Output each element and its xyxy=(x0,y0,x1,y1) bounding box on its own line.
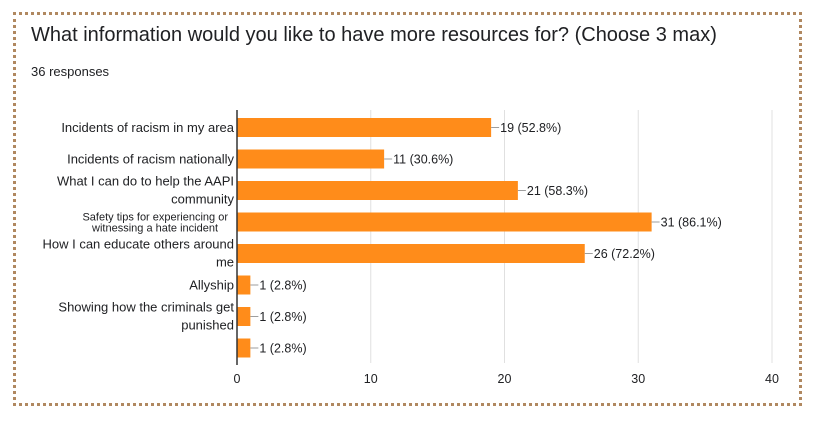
category-label: Showing how the criminals get xyxy=(58,300,234,315)
category-label: Safety tips for experiencing or xyxy=(82,212,228,224)
data-label: 1 (2.8%) xyxy=(259,310,306,324)
bar xyxy=(237,307,251,326)
data-label: 26 (72.2%) xyxy=(594,247,655,261)
x-tick-label: 30 xyxy=(631,372,645,386)
question-title: What information would you like to have … xyxy=(31,24,717,46)
x-tick-label: 10 xyxy=(364,372,378,386)
data-label: 31 (86.1%) xyxy=(661,216,722,230)
category-label: How I can educate others around xyxy=(42,237,234,252)
bar xyxy=(237,338,251,358)
category-label: me xyxy=(216,255,234,270)
category-label: Allyship xyxy=(189,278,234,293)
data-label: 11 (30.6%) xyxy=(393,153,453,167)
category-label: What I can do to help the AAPI xyxy=(57,174,234,189)
category-label: Incidents of racism in my area xyxy=(61,120,234,135)
data-label: 1 (2.8%) xyxy=(259,342,306,356)
bar xyxy=(237,244,585,263)
data-label: 1 (2.8%) xyxy=(259,279,306,293)
x-tick-label: 0 xyxy=(234,372,241,386)
data-label: 21 (58.3%) xyxy=(527,184,588,198)
bar xyxy=(237,118,492,137)
bar xyxy=(237,149,385,169)
data-label: 19 (52.8%) xyxy=(500,121,561,135)
response-count: 36 responses xyxy=(31,64,110,79)
card-border xyxy=(13,12,802,406)
category-label: punished xyxy=(181,318,234,333)
x-tick-label: 40 xyxy=(765,372,779,386)
bar xyxy=(237,181,518,200)
bar xyxy=(237,212,652,232)
category-label: Incidents of racism nationally xyxy=(67,152,234,167)
category-label: community xyxy=(171,192,234,207)
bar xyxy=(237,275,251,295)
category-label: witnessing a hate incident xyxy=(91,223,218,235)
x-tick-label: 20 xyxy=(498,372,512,386)
